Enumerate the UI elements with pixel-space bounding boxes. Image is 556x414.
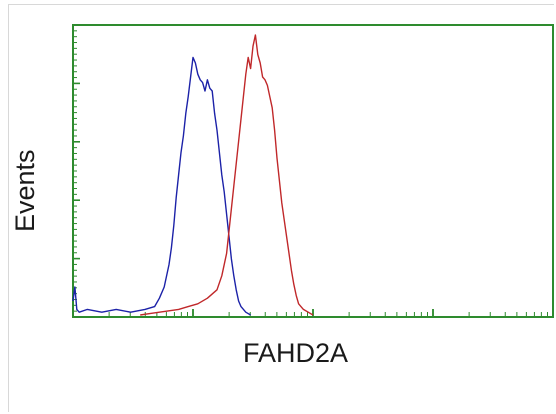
series-layer: [72, 34, 314, 316]
y-axis-ticks: [73, 24, 80, 318]
x-axis-ticks: [72, 309, 554, 317]
y-axis-label: Events: [10, 149, 40, 232]
x-axis-label: FAHD2A: [243, 338, 349, 368]
plot-frame: [72, 24, 554, 318]
image-frame: [8, 4, 554, 412]
fahd2a-histogram-line: [140, 34, 314, 316]
control-histogram-line: [72, 56, 251, 316]
